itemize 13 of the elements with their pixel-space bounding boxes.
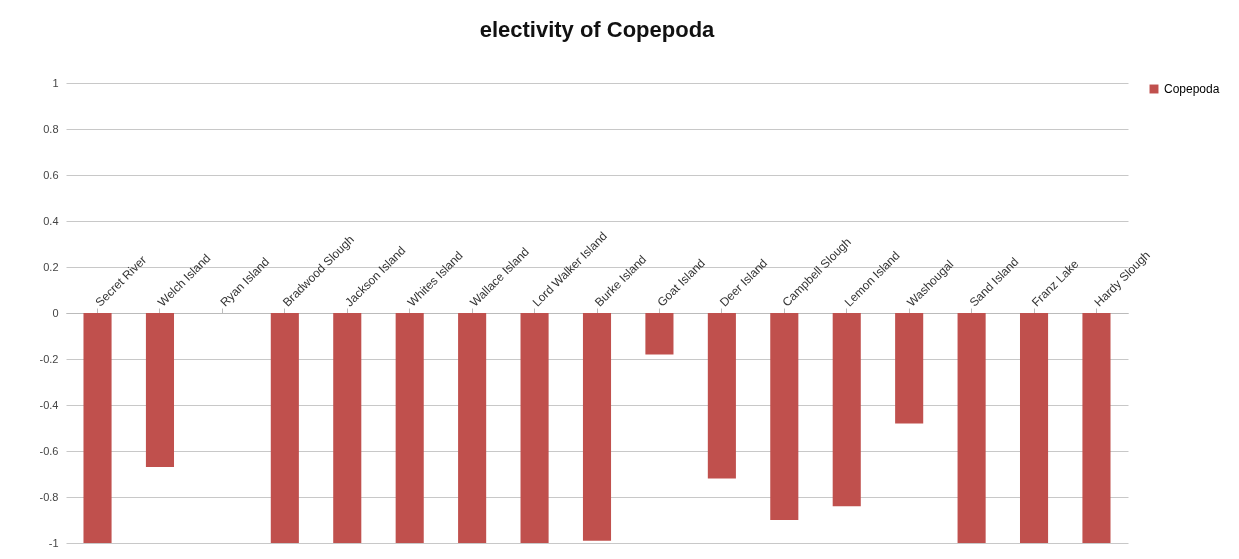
- y-tick-label: 0.4: [43, 214, 59, 227]
- legend-label: Copepoda: [1164, 82, 1220, 96]
- y-tick-label: -0.4: [39, 398, 59, 411]
- y-tick-label: -1: [48, 536, 59, 549]
- chart-title: electivity of Copepoda: [479, 17, 716, 42]
- y-tick-label: 1: [52, 76, 59, 89]
- y-tick-label: -0.8: [39, 490, 59, 503]
- y-tick-label: 0.6: [43, 168, 59, 181]
- y-tick-label: -0.6: [39, 444, 59, 457]
- y-tick-label: -0.2: [39, 352, 59, 365]
- y-tick-label: 0.2: [43, 260, 59, 273]
- y-tick-label: 0.8: [43, 122, 59, 135]
- y-tick-label: 0: [52, 306, 59, 319]
